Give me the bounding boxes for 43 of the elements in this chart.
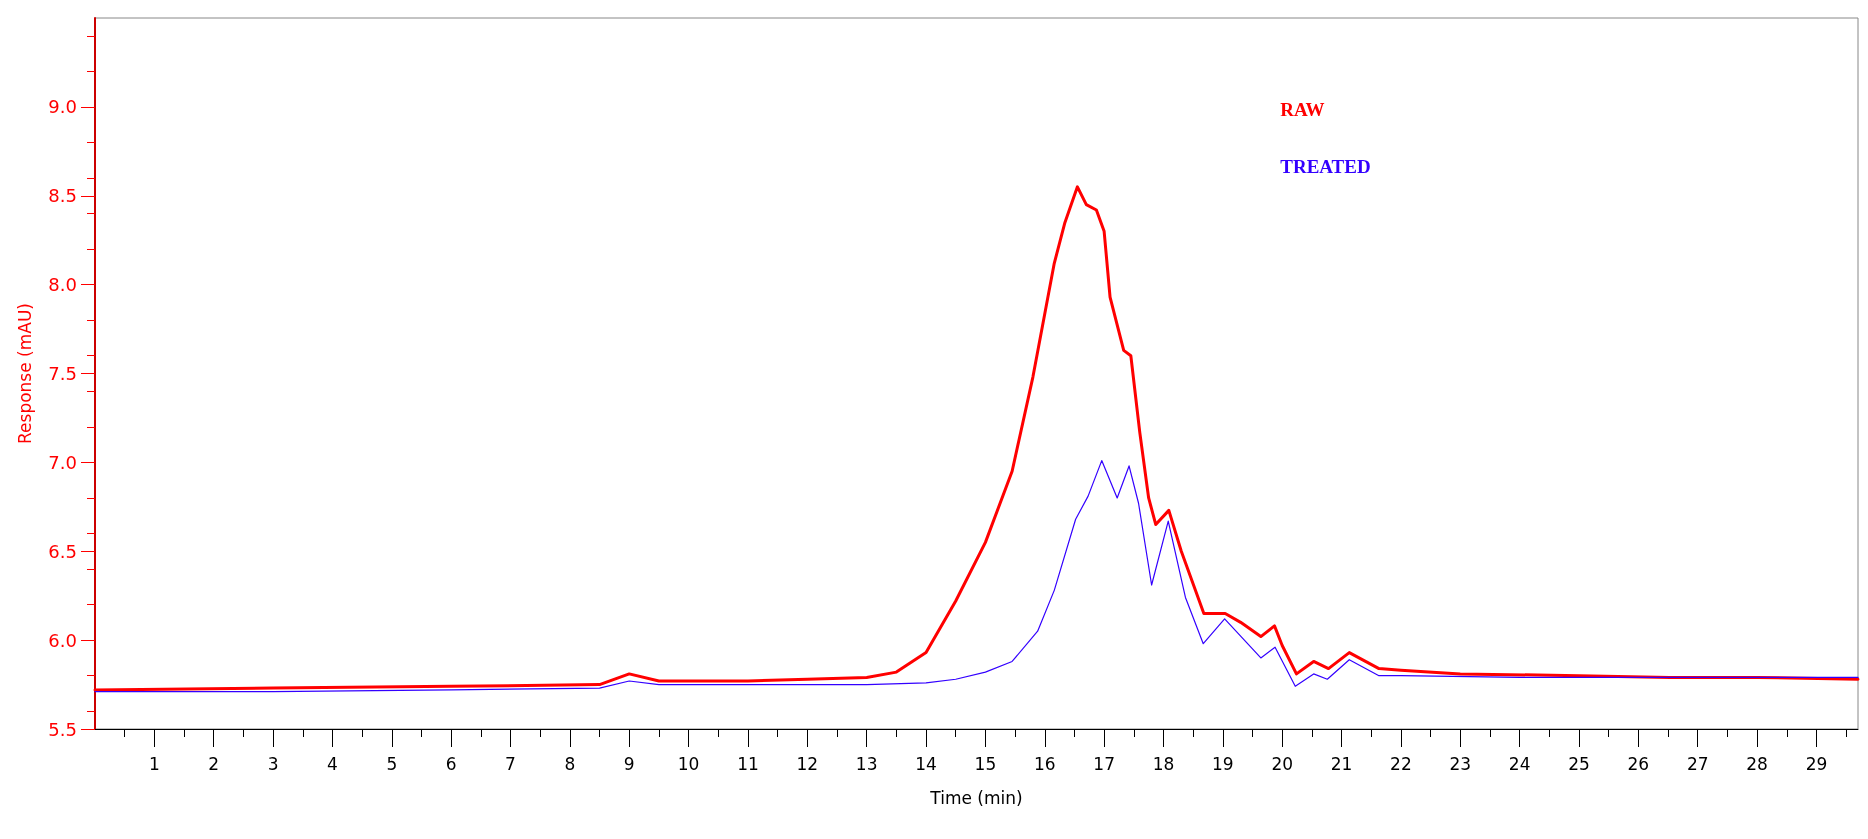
x-tick-label: 17 xyxy=(1093,753,1115,774)
x-axis-title: Time (min) xyxy=(929,787,1023,808)
x-tick-label: 29 xyxy=(1805,753,1828,774)
y-axis-title: Response (mAU) xyxy=(14,303,35,444)
x-tick-label: 5 xyxy=(386,753,398,774)
y-tick-label: 7.5 xyxy=(48,363,77,384)
y-tick-label: 8.0 xyxy=(48,274,77,296)
y-tick-label: 6.5 xyxy=(48,540,77,562)
y-tick-label: 5.5 xyxy=(48,718,77,740)
x-tick-label: 24 xyxy=(1508,753,1531,774)
x-tick-label: 6 xyxy=(445,753,457,774)
y-tick-label: 9.0 xyxy=(48,96,77,118)
x-tick-label: 22 xyxy=(1390,753,1412,774)
y-tick-label: 7.0 xyxy=(48,451,77,473)
x-tick-label: 9 xyxy=(623,753,635,774)
x-tick-label: 18 xyxy=(1152,753,1175,774)
x-tick-label: 2 xyxy=(208,753,220,774)
x-tick-label: 10 xyxy=(677,753,700,774)
y-tick-label: 6.0 xyxy=(48,629,77,651)
x-tick-label: 27 xyxy=(1686,753,1709,774)
x-tick-label: 11 xyxy=(737,753,759,774)
x-tick-label: 15 xyxy=(974,753,997,774)
x-tick-label: 14 xyxy=(915,753,937,774)
x-tick-label: 16 xyxy=(1033,753,1056,774)
x-tick-label: 28 xyxy=(1746,753,1768,774)
x-tick-label: 25 xyxy=(1568,753,1590,774)
x-tick-label: 13 xyxy=(855,753,878,774)
x-tick-label: 1 xyxy=(148,753,160,774)
x-tick-label: 12 xyxy=(796,753,819,774)
x-tick-label: 21 xyxy=(1330,753,1353,774)
x-tick-label: 23 xyxy=(1449,753,1472,774)
text: TREATED xyxy=(1280,156,1371,177)
line-series xyxy=(93,185,1860,692)
x-tick-label: 20 xyxy=(1271,753,1294,774)
line-series xyxy=(94,460,1859,693)
x-tick-label: 3 xyxy=(267,753,279,774)
x-tick-label: 26 xyxy=(1627,753,1650,774)
x-tick-label: 8 xyxy=(564,753,576,774)
x-tick-label: 7 xyxy=(505,753,516,774)
text: RAW xyxy=(1280,99,1325,120)
x-tick-label: 19 xyxy=(1212,753,1234,774)
y-tick-label: 8.5 xyxy=(48,185,77,207)
x-tick-label: 4 xyxy=(327,753,338,774)
